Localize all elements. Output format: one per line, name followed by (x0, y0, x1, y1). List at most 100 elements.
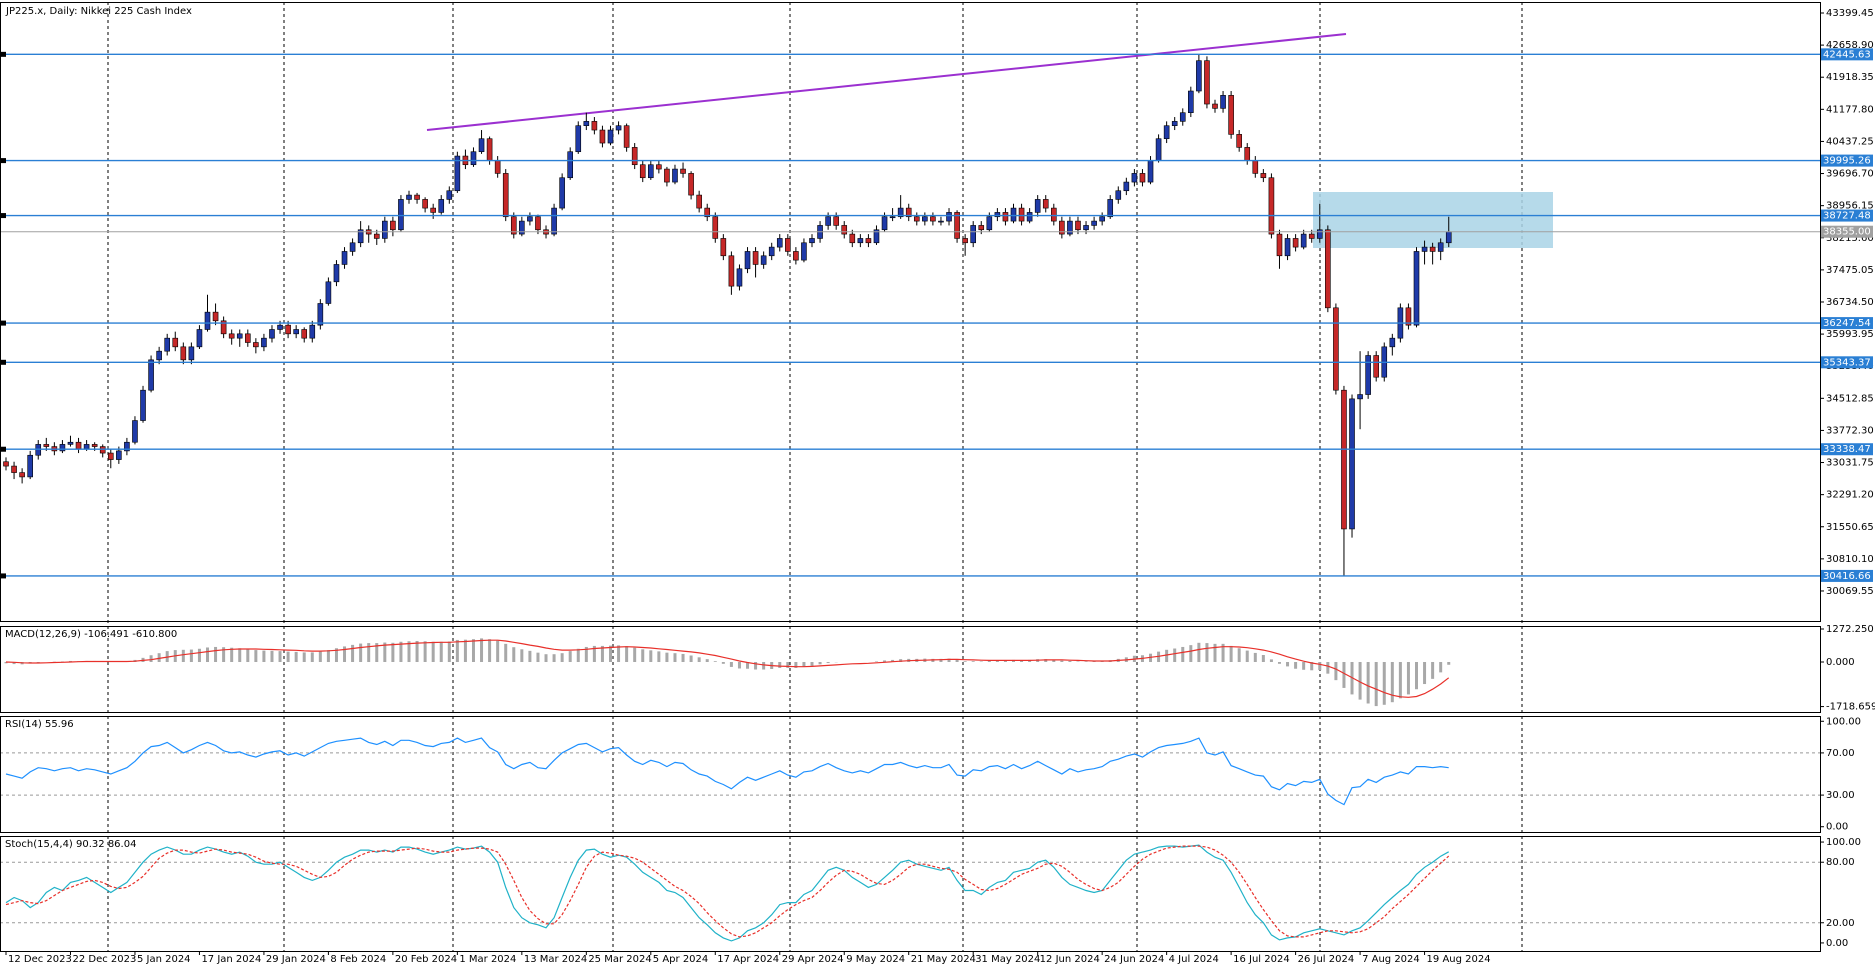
level-label: 42445.63 (1823, 49, 1871, 60)
x-tick-label: 19 Aug 2024 (1427, 954, 1491, 965)
candle-body (253, 342, 259, 348)
candle-body (825, 216, 831, 226)
candle-body (357, 229, 364, 244)
y-tick-label: 70.00 (1826, 748, 1855, 759)
macd-bar (302, 652, 306, 662)
x-tick-label: 25 Mar 2024 (588, 954, 651, 965)
level-handle (1, 51, 6, 57)
candle-body (599, 129, 606, 144)
candle-body (422, 199, 428, 209)
macd-bar (1398, 661, 1402, 699)
candle-body (494, 160, 501, 174)
macd-bar (206, 647, 209, 662)
candle-body (220, 320, 227, 335)
macd-bar (528, 650, 532, 662)
macd-bar (286, 651, 290, 662)
y-tick-label: 31550.65 (1826, 522, 1874, 533)
macd-bar (1318, 661, 1322, 671)
candle-body (1018, 207, 1025, 222)
macd-bar (480, 638, 484, 662)
candle-body (382, 220, 388, 239)
candle-body (575, 125, 582, 153)
candle-body (1155, 138, 1162, 161)
macd-bar (633, 647, 637, 662)
candle-body (140, 389, 146, 421)
candle-body (438, 199, 445, 213)
candle-body (1010, 207, 1017, 222)
candle-body (317, 303, 324, 326)
level-label-box (1821, 48, 1873, 61)
macd-bar (979, 661, 983, 662)
candle-body (27, 454, 33, 478)
candle-body (1325, 229, 1331, 309)
candle-body (865, 238, 872, 244)
y-tick-label: 30810.10 (1826, 554, 1874, 565)
y-tick-label: -1718.659 (1826, 702, 1875, 713)
macd-bar (318, 651, 322, 662)
y-tick-label: 20.00 (1826, 918, 1855, 929)
candle-body (124, 441, 130, 452)
y-tick-label: 39696.70 (1826, 169, 1874, 180)
x-tick-label: 5 Apr 2024 (653, 954, 708, 965)
candle-body (607, 129, 614, 144)
macd-bar (157, 653, 161, 662)
candle-body (793, 251, 799, 261)
level-label: 36247.54 (1823, 318, 1871, 329)
macd-bar (1181, 646, 1185, 662)
x-tick-label: 20 Feb 2024 (395, 954, 457, 965)
macd-bar (874, 661, 878, 662)
x-tick-label: 12 Jun 2024 (1040, 954, 1100, 965)
candle-body (889, 216, 896, 219)
candle-body (390, 220, 396, 231)
candle-body (680, 168, 686, 174)
candle-body (720, 238, 727, 257)
macd-bar (1431, 661, 1435, 679)
macd-bar (552, 654, 556, 662)
macd-bar (504, 643, 508, 662)
candle-body (1034, 199, 1041, 213)
macd-bar (455, 639, 459, 662)
macd-bar (1294, 661, 1298, 669)
x-tick-label: 29 Apr 2024 (782, 954, 844, 965)
y-tick-label: 0.00 (1826, 938, 1848, 949)
candle-body (19, 472, 25, 478)
macd-bar (891, 659, 895, 662)
macd-bar (609, 645, 612, 662)
last-price-label: 38355.00 (1823, 227, 1871, 238)
candle-body (1171, 121, 1178, 127)
macd-bar (463, 639, 467, 662)
candle-body (809, 238, 815, 244)
macd-bar (423, 641, 427, 662)
candle-body (293, 329, 299, 335)
macd-bar (592, 645, 596, 662)
candle-body (1300, 233, 1307, 248)
candle-body (1252, 160, 1259, 174)
candle-body (478, 138, 485, 153)
highlight-zone[interactable] (1313, 192, 1553, 248)
macd-bar (1269, 659, 1273, 662)
rsi-panel-frame (0, 716, 1821, 833)
macd-bar (1060, 660, 1064, 662)
candle-body (736, 268, 743, 287)
x-tick-label: 22 Dec 2023 (72, 954, 136, 965)
macd-bar (1052, 659, 1056, 662)
candle-body (1333, 307, 1339, 391)
x-tick-label: 17 Apr 2024 (717, 954, 779, 965)
candle-body (1026, 212, 1033, 222)
candle-body (1115, 190, 1122, 200)
candle-body (156, 350, 162, 361)
candle-body (277, 324, 283, 330)
macd-bar (431, 641, 435, 662)
macd-bar (471, 639, 475, 662)
candle-body (1083, 225, 1089, 231)
trend-line[interactable] (426, 33, 1347, 131)
macd-bar (1277, 661, 1281, 664)
macd-bar (1229, 645, 1233, 662)
macd-bar (737, 661, 741, 669)
macd-bar (1358, 661, 1362, 700)
macd-bar (1165, 649, 1169, 662)
candle-body (833, 216, 839, 226)
candle-body (228, 333, 235, 339)
candle-body (180, 346, 187, 361)
macd-bar (665, 652, 669, 662)
